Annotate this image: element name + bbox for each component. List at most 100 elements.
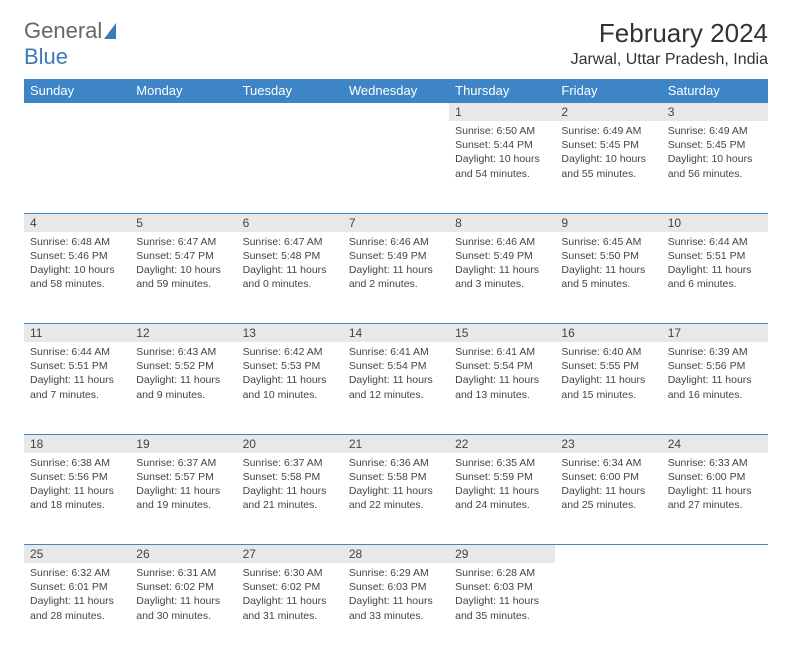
calendar-header: SundayMondayTuesdayWednesdayThursdayFrid… (24, 79, 768, 103)
day-number-cell: 1 (449, 103, 555, 122)
header: General February 2024 Jarwal, Uttar Prad… (24, 18, 768, 69)
daylight-line: Daylight: 11 hours and 22 minutes. (349, 484, 443, 512)
day-number-cell (662, 545, 768, 564)
sunset-line: Sunset: 5:50 PM (561, 249, 655, 263)
weekday-header: Saturday (662, 79, 768, 103)
day-detail-cell: Sunrise: 6:33 AMSunset: 6:00 PMDaylight:… (662, 453, 768, 545)
day-number-cell: 19 (130, 434, 236, 453)
sunset-line: Sunset: 5:52 PM (136, 359, 230, 373)
day-number-row: 45678910 (24, 213, 768, 232)
sunrise-line: Sunrise: 6:50 AM (455, 124, 549, 138)
day-number-cell (130, 103, 236, 122)
sunset-line: Sunset: 5:51 PM (30, 359, 124, 373)
sunset-line: Sunset: 5:56 PM (30, 470, 124, 484)
day-number-cell: 8 (449, 213, 555, 232)
day-number-cell: 6 (237, 213, 343, 232)
day-detail-cell: Sunrise: 6:41 AMSunset: 5:54 PMDaylight:… (449, 342, 555, 434)
sunrise-line: Sunrise: 6:43 AM (136, 345, 230, 359)
day-number-cell: 3 (662, 103, 768, 122)
daylight-line: Daylight: 11 hours and 16 minutes. (668, 373, 762, 401)
daylight-line: Daylight: 10 hours and 54 minutes. (455, 152, 549, 180)
weekday-header: Wednesday (343, 79, 449, 103)
sunset-line: Sunset: 6:00 PM (561, 470, 655, 484)
daylight-line: Daylight: 11 hours and 21 minutes. (243, 484, 337, 512)
sunset-line: Sunset: 6:02 PM (243, 580, 337, 594)
daylight-line: Daylight: 11 hours and 31 minutes. (243, 594, 337, 622)
sunrise-line: Sunrise: 6:45 AM (561, 235, 655, 249)
daylight-line: Daylight: 11 hours and 7 minutes. (30, 373, 124, 401)
weekday-header: Sunday (24, 79, 130, 103)
logo-text-blue: Blue (24, 44, 68, 70)
day-detail-cell: Sunrise: 6:47 AMSunset: 5:48 PMDaylight:… (237, 232, 343, 324)
sunset-line: Sunset: 5:45 PM (668, 138, 762, 152)
day-detail-row: Sunrise: 6:44 AMSunset: 5:51 PMDaylight:… (24, 342, 768, 434)
day-number-cell: 7 (343, 213, 449, 232)
daylight-line: Daylight: 11 hours and 5 minutes. (561, 263, 655, 291)
sunset-line: Sunset: 5:44 PM (455, 138, 549, 152)
day-number-cell: 24 (662, 434, 768, 453)
day-detail-cell: Sunrise: 6:42 AMSunset: 5:53 PMDaylight:… (237, 342, 343, 434)
day-detail-cell: Sunrise: 6:49 AMSunset: 5:45 PMDaylight:… (662, 121, 768, 213)
day-detail-cell: Sunrise: 6:31 AMSunset: 6:02 PMDaylight:… (130, 563, 236, 655)
daylight-line: Daylight: 10 hours and 55 minutes. (561, 152, 655, 180)
sunrise-line: Sunrise: 6:29 AM (349, 566, 443, 580)
daylight-line: Daylight: 10 hours and 58 minutes. (30, 263, 124, 291)
sunset-line: Sunset: 6:00 PM (668, 470, 762, 484)
sunset-line: Sunset: 5:56 PM (668, 359, 762, 373)
day-number-cell: 22 (449, 434, 555, 453)
sunrise-line: Sunrise: 6:42 AM (243, 345, 337, 359)
daylight-line: Daylight: 11 hours and 10 minutes. (243, 373, 337, 401)
day-number-cell: 25 (24, 545, 130, 564)
triangle-icon (104, 23, 116, 39)
weekday-header: Thursday (449, 79, 555, 103)
daylight-line: Daylight: 11 hours and 3 minutes. (455, 263, 549, 291)
sunrise-line: Sunrise: 6:30 AM (243, 566, 337, 580)
sunset-line: Sunset: 5:59 PM (455, 470, 549, 484)
day-number-cell: 4 (24, 213, 130, 232)
day-number-cell (343, 103, 449, 122)
sunset-line: Sunset: 5:51 PM (668, 249, 762, 263)
weekday-header: Tuesday (237, 79, 343, 103)
daylight-line: Daylight: 11 hours and 0 minutes. (243, 263, 337, 291)
day-detail-cell: Sunrise: 6:49 AMSunset: 5:45 PMDaylight:… (555, 121, 661, 213)
day-number-cell: 26 (130, 545, 236, 564)
sunset-line: Sunset: 5:58 PM (349, 470, 443, 484)
day-number-cell (24, 103, 130, 122)
title-block: February 2024 Jarwal, Uttar Pradesh, Ind… (571, 18, 768, 69)
sunset-line: Sunset: 6:02 PM (136, 580, 230, 594)
sunset-line: Sunset: 6:03 PM (455, 580, 549, 594)
sunrise-line: Sunrise: 6:39 AM (668, 345, 762, 359)
day-number-cell: 21 (343, 434, 449, 453)
daylight-line: Daylight: 11 hours and 9 minutes. (136, 373, 230, 401)
day-number-cell: 15 (449, 324, 555, 343)
day-detail-cell: Sunrise: 6:46 AMSunset: 5:49 PMDaylight:… (343, 232, 449, 324)
day-detail-cell: Sunrise: 6:48 AMSunset: 5:46 PMDaylight:… (24, 232, 130, 324)
sunrise-line: Sunrise: 6:34 AM (561, 456, 655, 470)
day-number-cell: 23 (555, 434, 661, 453)
sunset-line: Sunset: 5:49 PM (349, 249, 443, 263)
daylight-line: Daylight: 10 hours and 59 minutes. (136, 263, 230, 291)
day-detail-cell: Sunrise: 6:29 AMSunset: 6:03 PMDaylight:… (343, 563, 449, 655)
day-number-cell: 18 (24, 434, 130, 453)
sunrise-line: Sunrise: 6:46 AM (349, 235, 443, 249)
sunrise-line: Sunrise: 6:49 AM (561, 124, 655, 138)
day-number-row: 123 (24, 103, 768, 122)
day-detail-cell: Sunrise: 6:28 AMSunset: 6:03 PMDaylight:… (449, 563, 555, 655)
daylight-line: Daylight: 11 hours and 15 minutes. (561, 373, 655, 401)
day-number-cell (237, 103, 343, 122)
location-label: Jarwal, Uttar Pradesh, India (571, 51, 768, 69)
day-detail-row: Sunrise: 6:48 AMSunset: 5:46 PMDaylight:… (24, 232, 768, 324)
day-number-cell: 28 (343, 545, 449, 564)
sunrise-line: Sunrise: 6:36 AM (349, 456, 443, 470)
sunrise-line: Sunrise: 6:31 AM (136, 566, 230, 580)
daylight-line: Daylight: 11 hours and 28 minutes. (30, 594, 124, 622)
day-detail-cell (24, 121, 130, 213)
day-detail-cell: Sunrise: 6:36 AMSunset: 5:58 PMDaylight:… (343, 453, 449, 545)
weekday-header: Friday (555, 79, 661, 103)
day-detail-cell: Sunrise: 6:41 AMSunset: 5:54 PMDaylight:… (343, 342, 449, 434)
day-number-cell: 13 (237, 324, 343, 343)
sunset-line: Sunset: 5:49 PM (455, 249, 549, 263)
daylight-line: Daylight: 11 hours and 33 minutes. (349, 594, 443, 622)
daylight-line: Daylight: 11 hours and 25 minutes. (561, 484, 655, 512)
day-number-cell: 9 (555, 213, 661, 232)
